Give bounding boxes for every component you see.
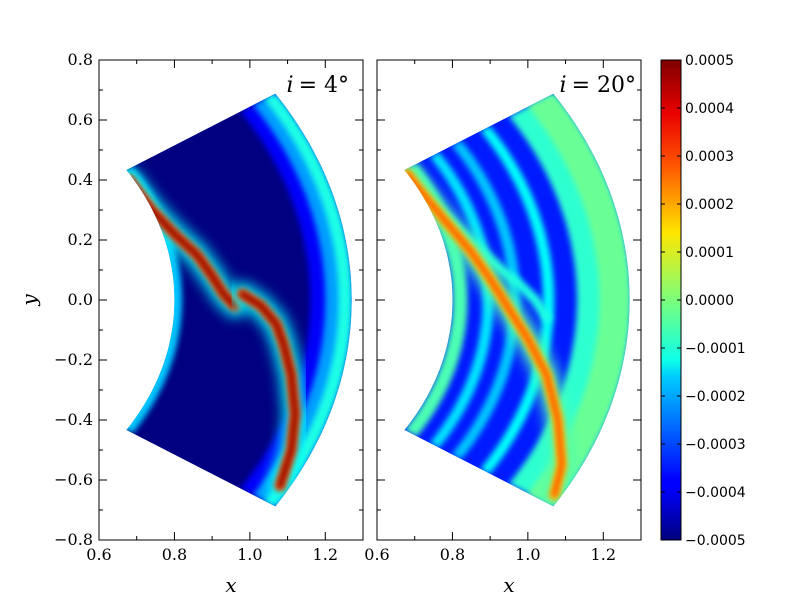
panel-right-wedge [404, 93, 630, 507]
panel-left-ytick-label: −0.6 [54, 470, 93, 489]
colorbar-tick-label: −0.0004 [685, 485, 746, 501]
panel-left-heatmap [126, 93, 352, 507]
panel-left-ytick-label: 0.2 [68, 230, 93, 249]
panel-left-arm-core [239, 291, 298, 489]
panel-right-ring-band [451, 140, 521, 460]
panel-left-xtick-label: 1.2 [313, 545, 338, 564]
panel-left-ylabel: y [17, 294, 41, 307]
panel-left-outer-band [264, 93, 352, 507]
panel-left-ytick-label: −0.2 [54, 350, 93, 369]
panel-left-ytick-label: 0.8 [68, 50, 93, 69]
panel-right-axes: 0.6 0.8 1.0 1.2 [364, 59, 642, 564]
panel-left-annotation: i = 4° [287, 73, 349, 98]
panel-left: 0.6 0.8 1.0 1.2 0.8 0.6 0.4 0.2 0.0 −0.2 −0.4 −0.6 −… [54, 50, 364, 564]
panel-right-xtick-label: 0.8 [440, 545, 465, 564]
colorbar-ticks: 0.0005 0.0004 0.0003 0.0002 0.0001 0.0000 −0.0… [661, 53, 746, 549]
panel-right-ring-band [528, 93, 630, 507]
colorbar-tick-label: −0.0001 [685, 341, 746, 357]
panel-left-xlabel: x [225, 573, 236, 597]
colorbar-tick-label: −0.0003 [685, 437, 746, 453]
colorbar-tick-label: 0.0005 [685, 53, 734, 69]
panel-left-xtick-label: 0.8 [162, 545, 187, 564]
panel-left-ytick-label: −0.8 [54, 530, 93, 549]
colorbar-tick-label: 0.0000 [685, 293, 734, 309]
panel-right-ring-band [429, 152, 494, 448]
colorbar-tick-label: 0.0004 [685, 101, 734, 117]
colorbar-tick-label: 0.0003 [685, 149, 734, 165]
panel-right-heatmap [404, 93, 630, 507]
colorbar: 0.0005 0.0004 0.0003 0.0002 0.0001 0.0000 −0.0… [660, 53, 746, 549]
panel-left-ytick-label: 0.0 [68, 290, 93, 309]
panel-left-xtick-label: 0.6 [86, 545, 111, 564]
panel-left-xtick-label: 1.0 [237, 545, 262, 564]
panel-left-ytick-label: −0.4 [54, 410, 93, 429]
panel-left-ytick-label: 0.6 [68, 110, 93, 129]
panel-left-ytick-label: 0.4 [68, 170, 93, 189]
panel-right-xtick-label: 1.2 [591, 545, 616, 564]
panel-right-arm-core [404, 171, 565, 498]
panel-right-xtick-label: 1.0 [515, 545, 540, 564]
colorbar-tick-label: 0.0001 [685, 245, 734, 261]
panel-right-annotation: i = 20° [560, 73, 636, 98]
panel-left-axes: 0.6 0.8 1.0 1.2 0.8 0.6 0.4 0.2 0.0 −0.2 −0.4 −0.6 −… [54, 50, 364, 564]
colorbar-tick-label: 0.0002 [685, 197, 734, 213]
panel-left-wedge [126, 93, 352, 507]
panel-right-xlabel: x [503, 573, 514, 597]
colorbar-tick-label: −0.0005 [685, 533, 746, 549]
panel-right: 0.6 0.8 1.0 1.2 i = 20° [364, 59, 642, 564]
panel-right-xtick-label: 0.6 [364, 545, 389, 564]
colorbar-tick-label: −0.0002 [685, 389, 746, 405]
panel-right-ring-band [480, 126, 555, 474]
